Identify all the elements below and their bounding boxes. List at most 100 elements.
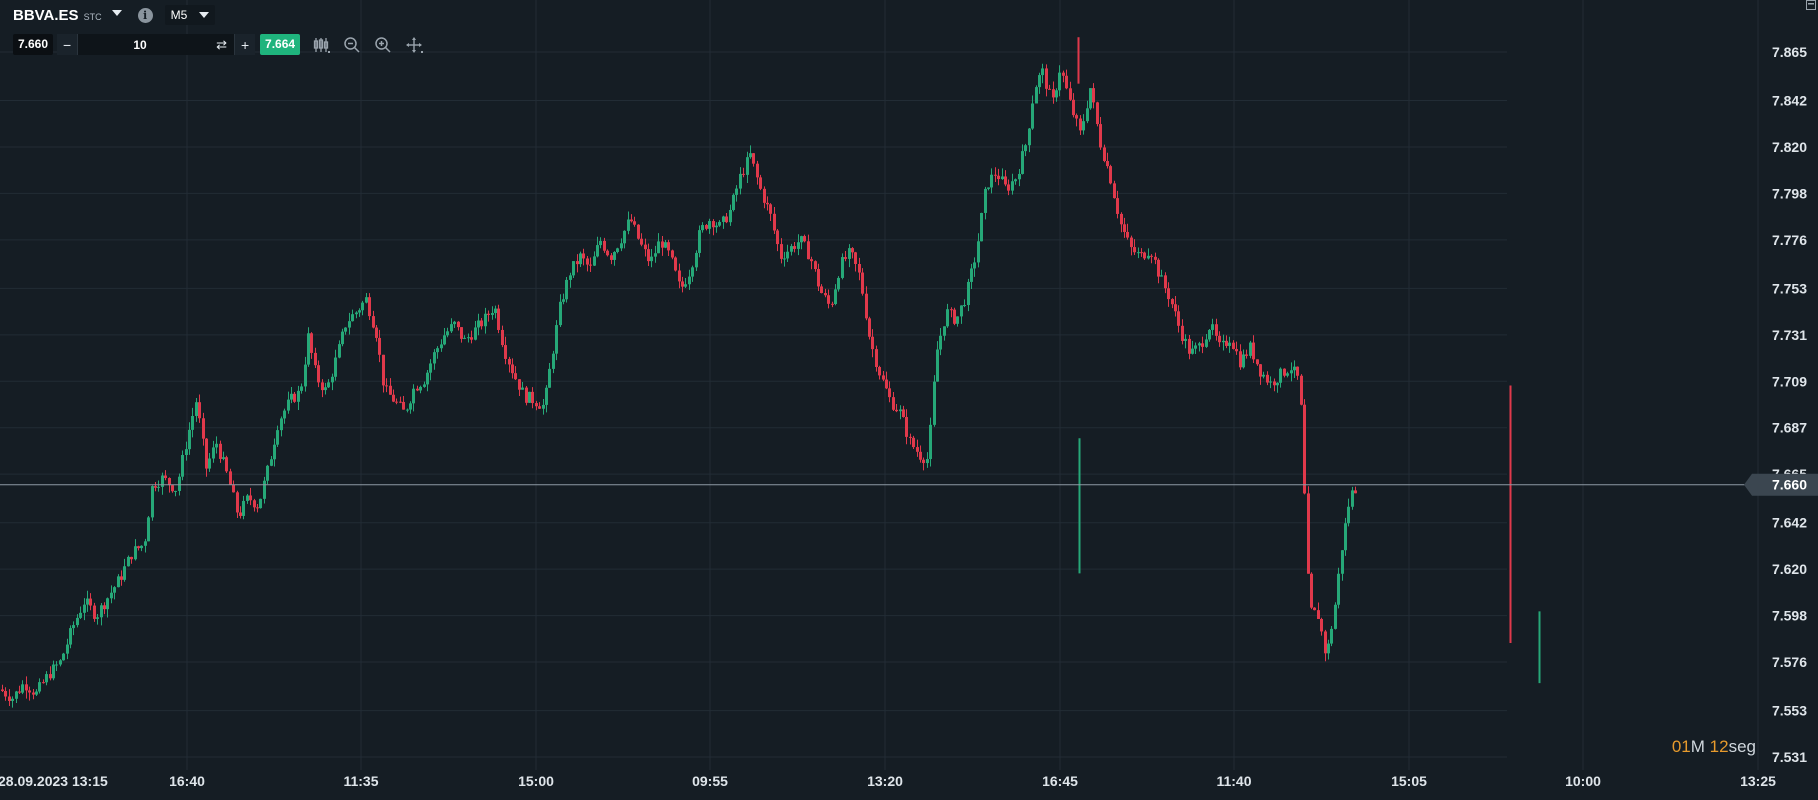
candle-body [960, 305, 963, 317]
candle-body [1126, 231, 1129, 238]
candle-body [1232, 342, 1235, 349]
candle-body [433, 352, 436, 364]
window-icon[interactable] [1806, 0, 1816, 10]
symbol-name[interactable]: BBVA.ES [13, 6, 79, 24]
candle-body [450, 324, 453, 332]
candle-body [1069, 88, 1072, 100]
candle-body [715, 225, 718, 228]
candle-body [603, 240, 606, 251]
candle-body [208, 458, 211, 469]
candle-body [1096, 102, 1099, 125]
candle-body [1018, 173, 1021, 180]
repeat-icon[interactable]: ⇄ [216, 36, 228, 52]
candle-body [253, 500, 256, 508]
candle-body [1242, 354, 1245, 368]
candle-body [623, 230, 626, 244]
sell-price-button[interactable]: 7.660 [13, 34, 54, 55]
quantity-decrease-button[interactable]: − [57, 34, 79, 55]
candle-body [1211, 324, 1214, 330]
candle-body [1188, 338, 1191, 354]
candle-body [287, 399, 290, 411]
candle-body [599, 240, 602, 246]
candle-body [348, 321, 351, 328]
candle-body [198, 402, 201, 419]
candle-body [229, 471, 232, 485]
chart-grid [0, 0, 1759, 770]
candle-body [1174, 304, 1177, 312]
timeframe-select[interactable]: M5 [164, 5, 215, 25]
candle-body [151, 486, 154, 518]
current-price-label: 7.660 [1772, 477, 1807, 493]
candle-body [113, 587, 116, 593]
candle-body [1320, 618, 1323, 632]
candle-body [1123, 224, 1126, 232]
candle-body [1283, 368, 1286, 376]
candle-body [127, 556, 130, 567]
x-tick-label: 15:05 [1391, 773, 1427, 789]
candle-body [1004, 176, 1007, 185]
quantity-increase-button[interactable]: + [234, 34, 256, 55]
candle-body [1140, 252, 1143, 254]
candle-body [708, 221, 711, 229]
candle-body [1011, 181, 1014, 191]
y-tick-label: 7.731 [1772, 327, 1807, 343]
candle-body [399, 401, 402, 403]
order-bar: 7.660 − 10 ⇄ + 7.664 [13, 34, 424, 55]
candle-body [783, 258, 786, 260]
candle-body [259, 498, 262, 509]
move-icon[interactable] [404, 35, 424, 55]
candle-body [1215, 324, 1218, 336]
candle-body [980, 212, 983, 242]
time-axis[interactable]: 28.09.2023 13:15 16:40 11:35 15:00 09:55 13:2… [0, 773, 1776, 789]
candle-body [1205, 339, 1208, 347]
candle-body [304, 364, 307, 387]
candle-body [59, 660, 62, 665]
candle-body [491, 313, 494, 315]
info-icon[interactable]: i [137, 7, 153, 23]
candle-body [1089, 88, 1092, 109]
zoom-in-icon[interactable] [373, 35, 393, 55]
candle-body [96, 617, 99, 619]
candle-countdown: 01M 12seg [1672, 737, 1756, 757]
candle-body [1269, 381, 1272, 383]
candle-body [1082, 121, 1085, 131]
price-axis[interactable]: 7.865 7.842 7.820 7.798 7.776 7.753 7.731 7.709… [1772, 44, 1807, 765]
y-tick-label: 7.842 [1772, 93, 1807, 109]
y-tick-label: 7.820 [1772, 139, 1807, 155]
buy-price-button[interactable]: 7.664 [260, 34, 301, 55]
candle-body [525, 387, 528, 403]
candle-body [1194, 345, 1197, 349]
candle-body [695, 252, 698, 268]
candle-body [188, 429, 191, 450]
candle-body [882, 375, 885, 380]
candle-body [123, 566, 126, 580]
candle-body [293, 393, 296, 402]
candle-body [212, 447, 215, 459]
quantity-stepper[interactable]: − 10 ⇄ + [57, 34, 256, 55]
candle-body [610, 255, 613, 260]
candle-body [504, 345, 507, 359]
candles-icon[interactable] [311, 35, 331, 55]
quantity-input[interactable]: 10 [133, 37, 147, 52]
candle-body [589, 264, 592, 266]
candle-body [1092, 88, 1095, 103]
candle-body [239, 512, 242, 516]
candle-body [79, 612, 82, 618]
candle-body [729, 209, 732, 223]
candle-body [705, 225, 708, 229]
candle-body [1259, 364, 1262, 377]
chevron-down-icon[interactable] [111, 10, 122, 16]
candle-body [1143, 252, 1146, 259]
candle-body [766, 202, 769, 205]
candle-body [324, 387, 327, 391]
candle-body [110, 592, 113, 599]
candle-body [559, 301, 562, 326]
candle-body [732, 194, 735, 210]
zoom-out-icon[interactable] [342, 35, 362, 55]
candle-body [140, 545, 143, 549]
candle-body [552, 353, 555, 369]
candle-body [691, 267, 694, 277]
candle-body [725, 216, 728, 223]
candle-body [528, 391, 531, 403]
